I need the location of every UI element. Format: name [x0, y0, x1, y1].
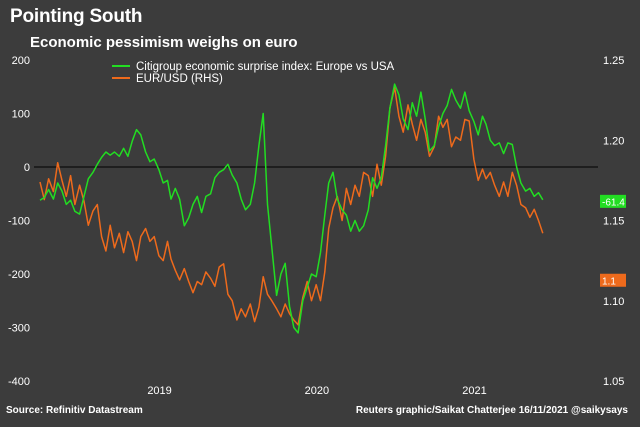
right-tick-label: 1.25 [603, 55, 624, 67]
x-tick-label: 2019 [147, 385, 171, 397]
legend-label-eurusd: EUR/USD (RHS) [136, 73, 223, 85]
surprise-end-tag [600, 194, 626, 208]
eurusd-end-value: 1.1 [602, 276, 616, 287]
chart-title: Pointing South [10, 6, 143, 27]
left-tick-label: 0 [24, 162, 30, 174]
left-tick-label: -200 [8, 269, 30, 281]
right-tick-label: 1.15 [603, 216, 624, 228]
right-tick-label: 1.20 [603, 135, 624, 147]
left-tick-label: 100 [12, 109, 30, 121]
eurusd-line [39, 86, 544, 326]
left-tick-label: -300 [8, 323, 30, 335]
right-axis-ticks: 1.25 1.20 1.15 1.10 1.05 [603, 55, 624, 388]
x-tick-label: 2021 [462, 385, 486, 397]
series-layer [39, 83, 544, 334]
surprise-end-value: -61.4 [602, 197, 625, 208]
credit-note: Reuters graphic/Saikat Chatterjee 16/11/… [355, 405, 628, 416]
left-tick-label: -100 [8, 216, 30, 228]
eurusd-end-tag [600, 273, 626, 287]
left-tick-label: 200 [12, 55, 30, 67]
surprise-index-line [39, 83, 544, 334]
x-axis-ticks: 2019 2020 2021 [147, 385, 486, 397]
left-axis-ticks: 200 100 0 -100 -200 -300 -400 [8, 55, 30, 388]
x-tick-label: 2020 [305, 385, 329, 397]
right-tick-label: 1.05 [603, 376, 624, 388]
end-value-tags: -61.4 1.1 [600, 194, 626, 287]
right-tick-label: 1.10 [603, 296, 624, 308]
left-tick-label: -400 [8, 376, 30, 388]
chart-subtitle: Economic pessimism weighs on euro [30, 34, 298, 51]
source-note: Source: Refinitiv Datastream [6, 405, 143, 416]
legend: Citigroup economic surprise index: Europ… [112, 61, 395, 85]
legend-label-surprise: Citigroup economic surprise index: Europ… [136, 61, 395, 73]
